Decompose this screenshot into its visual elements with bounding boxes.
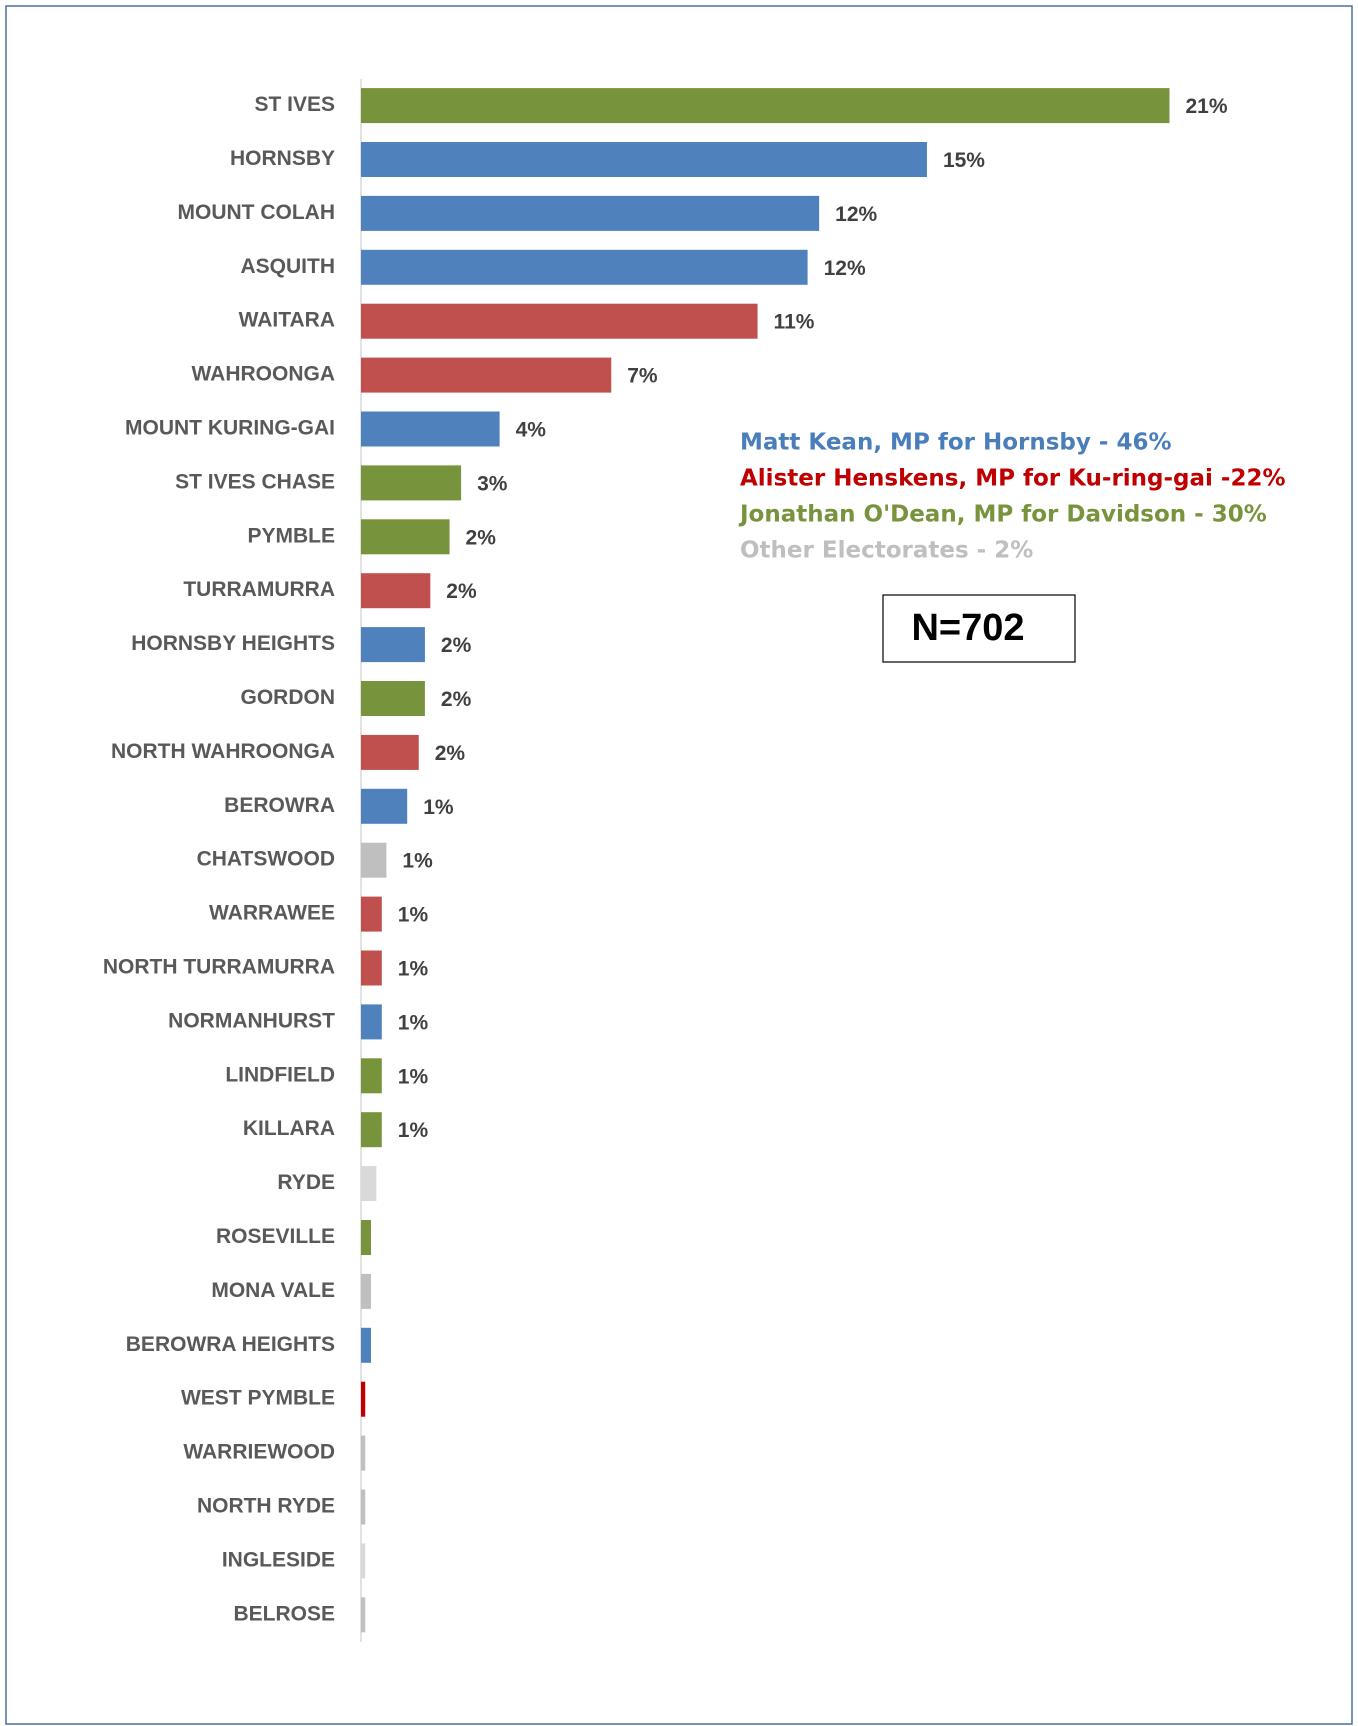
category-label: NORTH WAHROONGA	[111, 740, 335, 763]
bar	[361, 1058, 382, 1094]
category-label: WEST PYMBLE	[181, 1387, 335, 1410]
bar	[361, 1112, 382, 1148]
bar	[361, 842, 387, 878]
bar	[361, 734, 419, 770]
bar	[361, 1489, 366, 1525]
bar	[361, 896, 382, 932]
data-label: 7%	[627, 365, 658, 388]
data-label: 1%	[402, 850, 433, 873]
bar	[361, 357, 612, 393]
data-label: 15%	[943, 149, 985, 172]
legend-entry: Matt Kean, MP for Hornsby - 46%	[740, 430, 1172, 456]
category-label: NORMANHURST	[168, 1009, 335, 1032]
bar	[361, 1166, 377, 1202]
legend-entry: Other Electorates - 2%	[740, 538, 1033, 564]
data-label: 2%	[466, 526, 497, 549]
bar	[361, 519, 450, 555]
category-label: HORNSBY	[230, 147, 335, 170]
category-label: PYMBLE	[247, 524, 335, 547]
category-label: RYDE	[277, 1171, 335, 1194]
bar	[361, 88, 1170, 124]
category-label: MOUNT COLAH	[178, 201, 335, 224]
annotation-box	[882, 594, 1076, 663]
bar	[361, 465, 462, 501]
data-label: 4%	[516, 419, 547, 442]
data-label: 1%	[398, 1119, 429, 1142]
bar	[361, 411, 500, 447]
data-label: 2%	[446, 580, 477, 603]
bar	[361, 303, 758, 339]
data-label: 2%	[441, 634, 472, 657]
category-label: ASQUITH	[241, 255, 336, 278]
category-label: INGLESIDE	[222, 1548, 335, 1571]
category-label: HORNSBY HEIGHTS	[131, 632, 335, 655]
category-label: ROSEVILLE	[216, 1225, 335, 1248]
legend-entry: Alister Henskens, MP for Ku-ring-gai -22…	[740, 466, 1286, 492]
bar	[361, 1220, 372, 1255]
bar	[361, 249, 808, 285]
data-label: 21%	[1186, 95, 1228, 118]
bar	[361, 1435, 366, 1471]
category-label: KILLARA	[243, 1117, 335, 1140]
category-label: MOUNT KURING-GAI	[125, 417, 335, 440]
data-label: 2%	[435, 742, 466, 765]
annotation: N=702	[911, 607, 1024, 649]
category-label: BEROWRA	[224, 794, 335, 817]
bar	[361, 195, 820, 231]
category-label: LINDFIELD	[225, 1063, 335, 1086]
data-label: 12%	[824, 257, 866, 280]
category-label: WARRIEWOOD	[183, 1441, 335, 1464]
category-label: CHATSWOOD	[197, 848, 335, 871]
category-label: NORTH RYDE	[197, 1495, 335, 1518]
data-label: 1%	[398, 1011, 429, 1034]
category-label: ST IVES CHASE	[175, 470, 335, 493]
bar	[361, 788, 408, 824]
bar	[361, 1543, 366, 1579]
data-label: 1%	[423, 796, 454, 819]
bar	[361, 1004, 382, 1040]
data-label: 1%	[398, 1065, 429, 1088]
category-label: BELROSE	[233, 1602, 335, 1625]
bar	[361, 1597, 366, 1633]
category-label: MONA VALE	[211, 1279, 335, 1302]
category-label: ST IVES	[254, 93, 335, 116]
category-label: WARRAWEE	[209, 902, 335, 925]
category-label: TURRAMURRA	[183, 578, 335, 601]
category-label: GORDON	[241, 686, 336, 709]
category-label: WAHROONGA	[192, 363, 336, 386]
data-label: 3%	[477, 472, 508, 495]
data-label: 2%	[441, 688, 472, 711]
data-label: 1%	[398, 958, 429, 981]
frame	[5, 5, 1353, 1725]
bar	[361, 950, 382, 986]
bar	[361, 1273, 372, 1309]
bar	[361, 627, 425, 663]
category-label: WAITARA	[239, 309, 335, 332]
bar	[361, 681, 425, 716]
bar	[361, 142, 927, 177]
bar	[361, 573, 431, 609]
data-label: 11%	[774, 311, 815, 334]
category-label: NORTH TURRAMURRA	[103, 956, 335, 979]
bar	[361, 1381, 366, 1417]
data-label: 12%	[835, 203, 877, 226]
category-label: BEROWRA HEIGHTS	[126, 1333, 335, 1356]
legend-entry: Jonathan O'Dean, MP for Davidson - 30%	[738, 502, 1267, 528]
bar	[361, 1327, 372, 1363]
data-label: 1%	[398, 904, 429, 927]
